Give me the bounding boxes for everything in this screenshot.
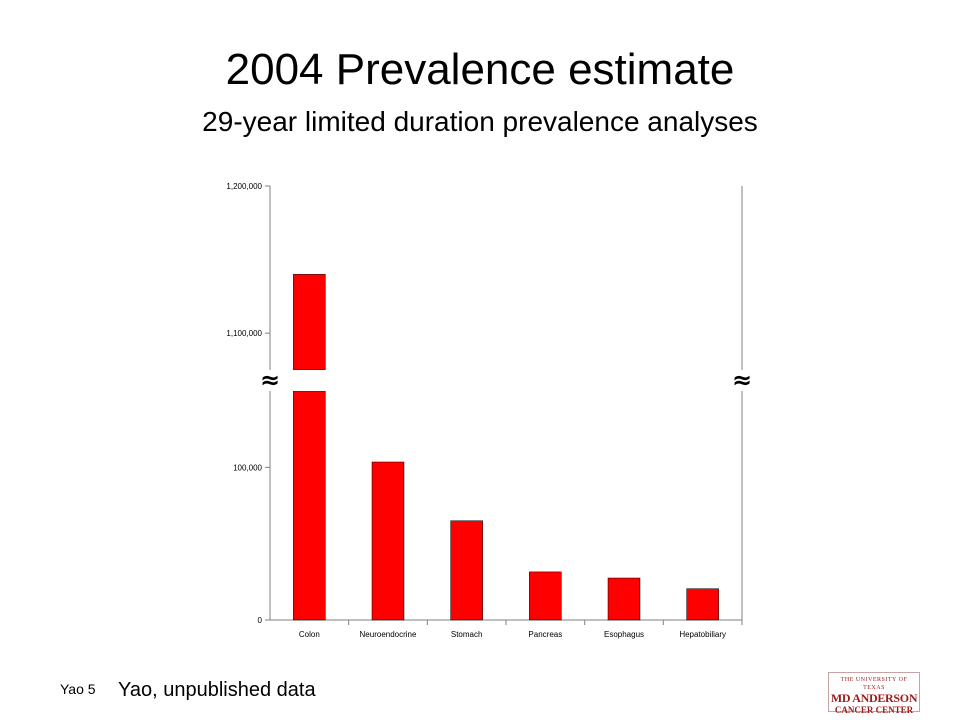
y-tick-label: 100,000 [233, 463, 262, 472]
logo-line-1: THE UNIVERSITY OF TEXAS [840, 677, 908, 691]
axis-break-symbol-left: ≈ [260, 366, 280, 394]
x-tick-label: Neuroendocrine [360, 630, 417, 639]
bar [607, 577, 641, 621]
logo-line-2: MD ANDERSON [830, 691, 918, 705]
x-tick-label: Hepatobiliary [679, 630, 726, 639]
logo-line-3: CANCER CENTER [834, 705, 914, 715]
axis-break-symbol-right: ≈ [732, 366, 752, 394]
x-tick-label: Stomach [451, 630, 483, 639]
chart-labels: 0 100,000 1,100,000 1,200,000 Colon Neuroendo… [226, 182, 726, 639]
bar [450, 520, 483, 621]
source-note: Yao, unpublished data [118, 679, 316, 701]
x-tick-label: Pancreas [528, 630, 562, 639]
bar [529, 571, 562, 621]
axis-break: ≈ ≈ [260, 366, 752, 394]
slide-title: 2004 Prevalence estimate [225, 45, 735, 94]
axis-break-gap [268, 370, 744, 391]
bar [686, 588, 719, 621]
bar-lower-segment [293, 390, 326, 621]
y-tick-label: 0 [258, 616, 263, 625]
x-tick-label: Colon [299, 630, 320, 639]
chart-axes [265, 185, 743, 625]
x-tick-label: Esophagus [604, 630, 644, 639]
md-anderson-logo: THE UNIVERSITY OF TEXAS MD ANDERSON CANC… [828, 672, 920, 715]
slide-number: Yao 5 [60, 681, 96, 697]
y-tick-label: 1,200,000 [226, 182, 262, 191]
chart-bars [293, 274, 719, 621]
bar [371, 461, 405, 621]
bar-upper-segment [293, 274, 326, 371]
slide-subtitle: 29-year limited duration prevalence anal… [202, 106, 758, 137]
y-tick-label: 1,100,000 [226, 329, 262, 338]
